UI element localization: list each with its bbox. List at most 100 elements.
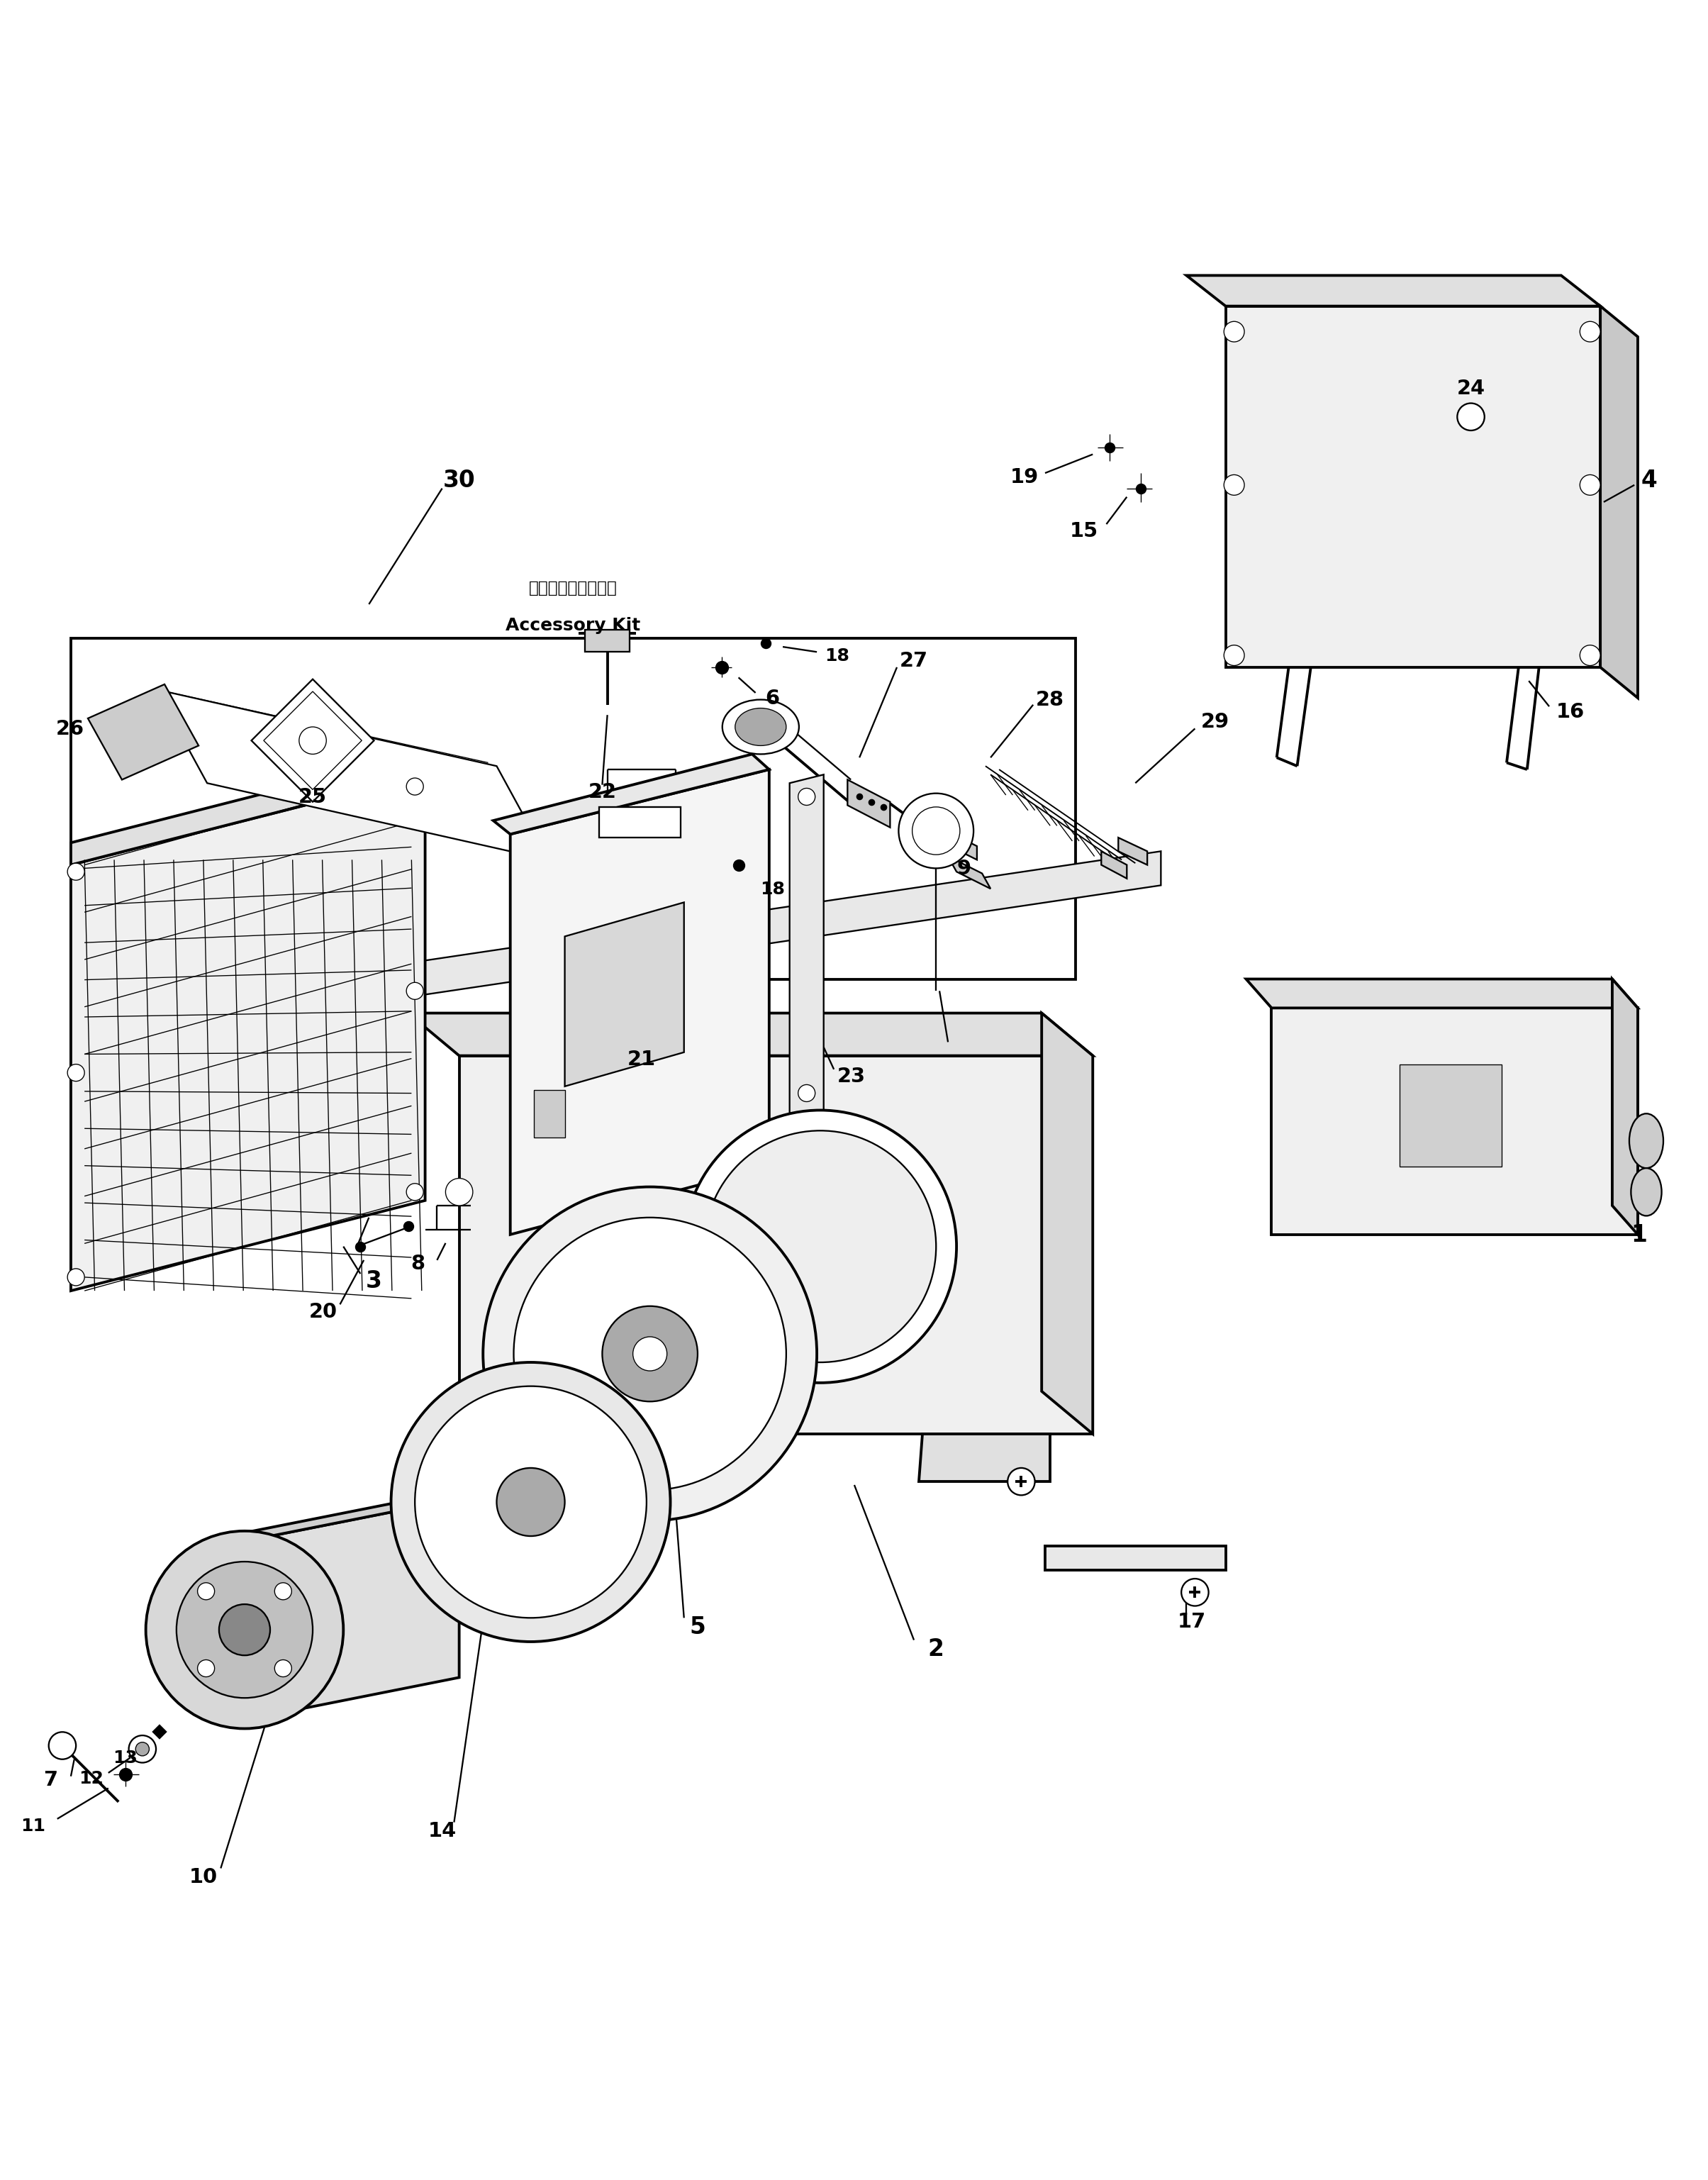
Text: Accessory Kit: Accessory Kit [506,617,640,634]
Text: 8: 8 [412,1254,425,1273]
Circle shape [1180,1578,1208,1607]
Text: 10: 10 [190,1866,219,1888]
Bar [535,1090,565,1138]
Circle shape [683,1110,956,1382]
Circle shape [67,863,84,881]
Text: 28: 28 [1035,691,1064,711]
Circle shape [1008,1467,1035,1495]
Polygon shape [1119,837,1146,865]
Circle shape [704,1131,936,1362]
Polygon shape [70,852,1160,1046]
Text: 1: 1 [1631,1223,1647,1247]
Circle shape [67,1064,84,1081]
Polygon shape [511,770,769,1234]
Text: 14: 14 [427,1820,456,1840]
Text: 16: 16 [1556,702,1583,722]
Circle shape [601,1306,697,1402]
Text: 9: 9 [956,859,970,879]
Circle shape [446,1179,473,1206]
Polygon shape [943,828,977,861]
Circle shape [483,1188,816,1522]
Polygon shape [948,857,991,889]
Circle shape [67,1269,84,1286]
Circle shape [415,1386,646,1618]
Circle shape [497,1467,565,1537]
Circle shape [176,1561,313,1698]
Text: 27: 27 [900,652,927,671]
Polygon shape [1042,1014,1093,1434]
Text: 26: 26 [56,719,84,739]
Circle shape [1457,403,1484,432]
Text: 24: 24 [1457,379,1484,399]
Text: 25: 25 [299,787,326,807]
Polygon shape [244,1491,459,1541]
Circle shape [275,1583,292,1600]
Circle shape [275,1659,292,1676]
Text: 21: 21 [627,1049,656,1068]
Text: 22: 22 [588,783,617,802]
Text: 5: 5 [690,1615,705,1637]
Polygon shape [70,752,425,865]
Text: 23: 23 [837,1066,866,1086]
Bar [1399,1064,1501,1166]
Circle shape [1223,645,1243,665]
Circle shape [1580,323,1600,342]
Polygon shape [1102,852,1126,879]
Polygon shape [789,774,823,1118]
Circle shape [912,807,960,855]
Polygon shape [494,754,769,835]
Circle shape [407,983,424,1001]
Polygon shape [919,1434,1050,1482]
Text: アクセサリーキット: アクセサリーキット [529,580,617,595]
Circle shape [1580,645,1600,665]
Polygon shape [1185,277,1600,307]
Circle shape [798,789,815,807]
Ellipse shape [722,700,799,754]
Polygon shape [263,691,362,789]
Circle shape [135,1742,149,1755]
Text: 3: 3 [366,1269,383,1293]
Text: 11: 11 [20,1818,46,1833]
Polygon shape [251,680,374,802]
Circle shape [1223,475,1243,495]
Polygon shape [847,780,890,828]
Text: 20: 20 [309,1301,336,1321]
Circle shape [1580,475,1600,495]
Circle shape [1223,323,1243,342]
Text: 13: 13 [113,1748,138,1766]
Circle shape [128,1735,155,1764]
Polygon shape [244,1500,459,1720]
Bar [70,639,1076,979]
Text: 19: 19 [1009,467,1038,486]
Polygon shape [1245,979,1638,1007]
Text: 18: 18 [760,881,784,898]
Text: 6: 6 [765,689,779,709]
Circle shape [407,778,424,796]
Circle shape [632,1336,666,1371]
Text: 18: 18 [825,647,849,665]
Text: 30: 30 [442,469,475,493]
Polygon shape [565,903,683,1086]
Polygon shape [1045,1546,1225,1570]
Polygon shape [408,1014,1093,1055]
Circle shape [898,794,974,868]
Circle shape [299,728,326,754]
Circle shape [391,1362,670,1642]
Ellipse shape [734,709,786,746]
Circle shape [145,1530,343,1729]
Ellipse shape [1631,1168,1660,1216]
Text: 12: 12 [79,1770,104,1788]
Circle shape [219,1604,270,1655]
Bar [586,630,629,652]
Bar [598,807,680,837]
Circle shape [198,1583,215,1600]
Text: 15: 15 [1069,521,1098,541]
Polygon shape [1225,307,1600,667]
Circle shape [407,1184,424,1201]
Polygon shape [459,1055,1093,1434]
Polygon shape [1612,979,1638,1234]
Polygon shape [1271,1007,1638,1234]
Text: 29: 29 [1201,713,1230,732]
Polygon shape [155,689,548,861]
Circle shape [798,1086,815,1101]
